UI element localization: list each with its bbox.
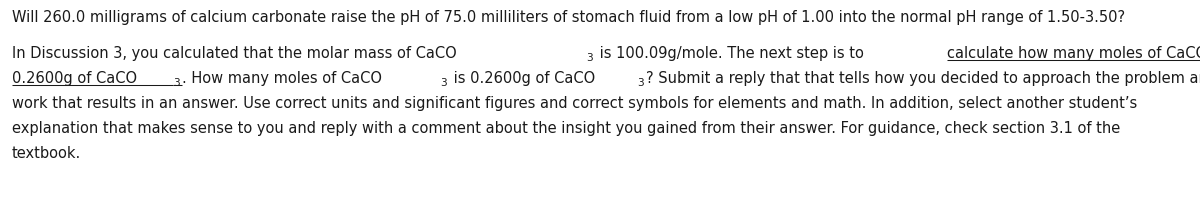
Text: In Discussion 3, you calculated that the molar mass of CaCO: In Discussion 3, you calculated that the… bbox=[12, 46, 457, 61]
Text: ? Submit a reply that that tells how you decided to approach the problem and sho: ? Submit a reply that that tells how you… bbox=[647, 71, 1200, 86]
Text: 3: 3 bbox=[637, 78, 644, 87]
Text: work that results in an answer. Use correct units and significant figures and co: work that results in an answer. Use corr… bbox=[12, 96, 1138, 110]
Text: is 100.09g/mole. The next step is to: is 100.09g/mole. The next step is to bbox=[594, 46, 868, 61]
Text: Will 260.0 milligrams of calcium carbonate raise the pH of 75.0 milliliters of s: Will 260.0 milligrams of calcium carbona… bbox=[12, 10, 1126, 25]
Text: 3: 3 bbox=[440, 78, 446, 87]
Text: 3: 3 bbox=[586, 53, 593, 63]
Text: is 0.2600g of CaCO: is 0.2600g of CaCO bbox=[449, 71, 595, 86]
Text: 3: 3 bbox=[174, 78, 180, 87]
Text: calculate how many moles of CaCO: calculate how many moles of CaCO bbox=[948, 46, 1200, 61]
Text: explanation that makes sense to you and reply with a comment about the insight y: explanation that makes sense to you and … bbox=[12, 120, 1121, 135]
Text: . How many moles of CaCO: . How many moles of CaCO bbox=[182, 71, 382, 86]
Text: textbook.: textbook. bbox=[12, 145, 82, 160]
Text: 0.2600g of CaCO: 0.2600g of CaCO bbox=[12, 71, 137, 86]
